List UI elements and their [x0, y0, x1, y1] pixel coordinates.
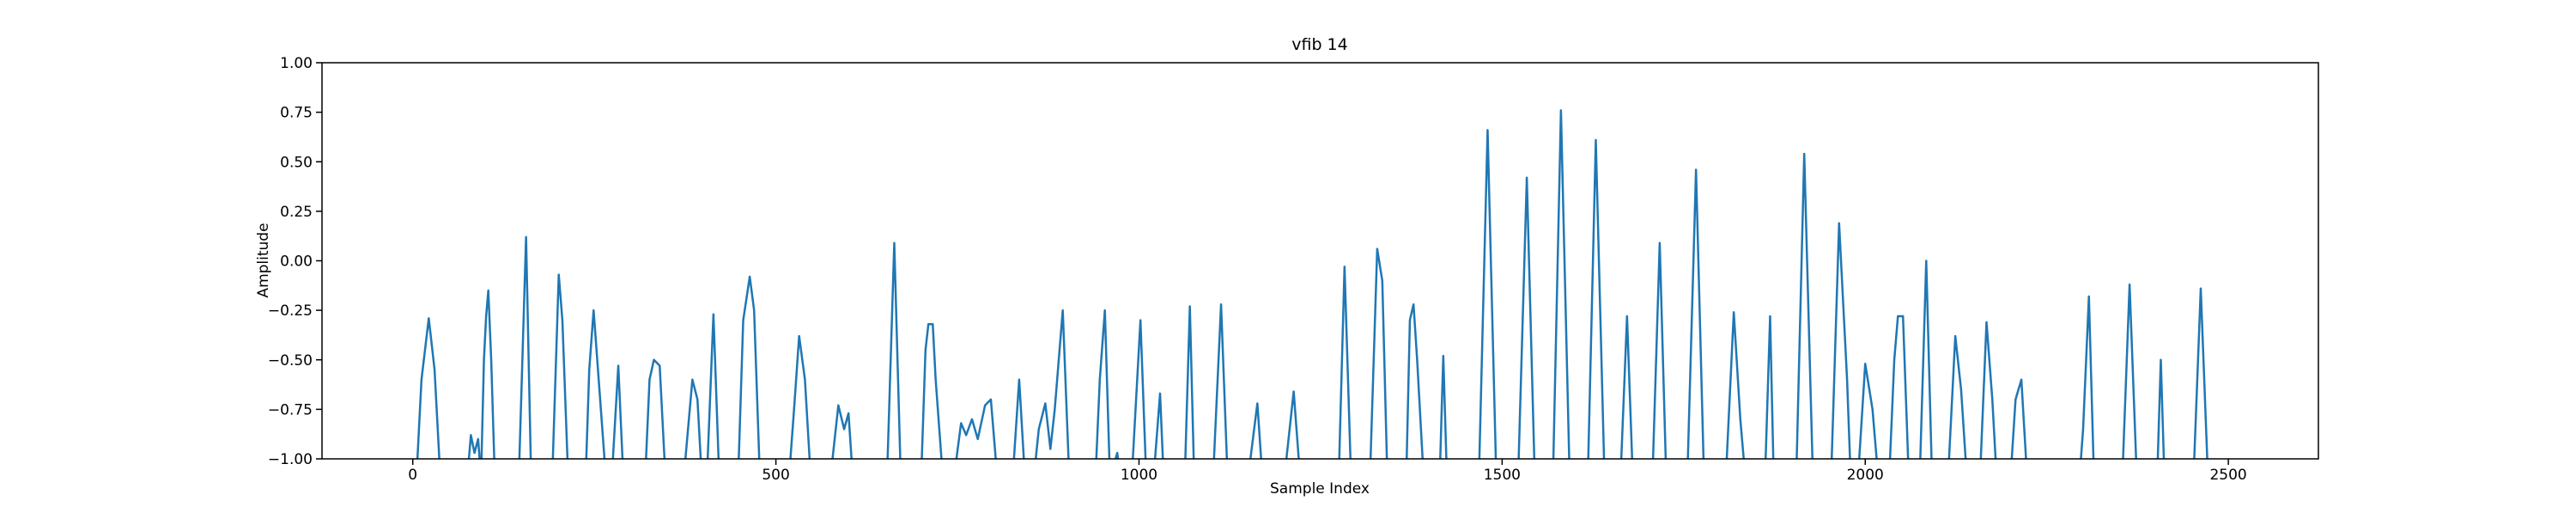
- y-tick-label: 0.00: [280, 253, 313, 271]
- x-tick-label: 2500: [2209, 467, 2246, 484]
- chart-title: vfib 14: [1291, 35, 1348, 54]
- y-tick-label: 0.25: [280, 204, 313, 221]
- y-tick-label: 1.00: [280, 55, 313, 72]
- plot-frame: [321, 62, 2319, 460]
- y-tick-label: −1.00: [268, 451, 313, 468]
- y-tick-label: −0.25: [268, 302, 313, 320]
- y-axis-label: Amplitude: [255, 223, 272, 297]
- y-tick-label: 0.50: [280, 154, 313, 171]
- x-tick-label: 1000: [1121, 467, 1157, 484]
- x-tick-label: 2000: [1847, 467, 1884, 484]
- x-axis-label: Sample Index: [1270, 480, 1370, 498]
- y-tick-label: 0.75: [280, 105, 313, 122]
- x-tick-label: 500: [762, 467, 789, 484]
- y-tick-label: −0.50: [268, 352, 313, 369]
- x-tick-label: 1500: [1484, 467, 1521, 484]
- y-tick-label: −0.75: [268, 401, 313, 418]
- x-tick-label: 0: [408, 467, 417, 484]
